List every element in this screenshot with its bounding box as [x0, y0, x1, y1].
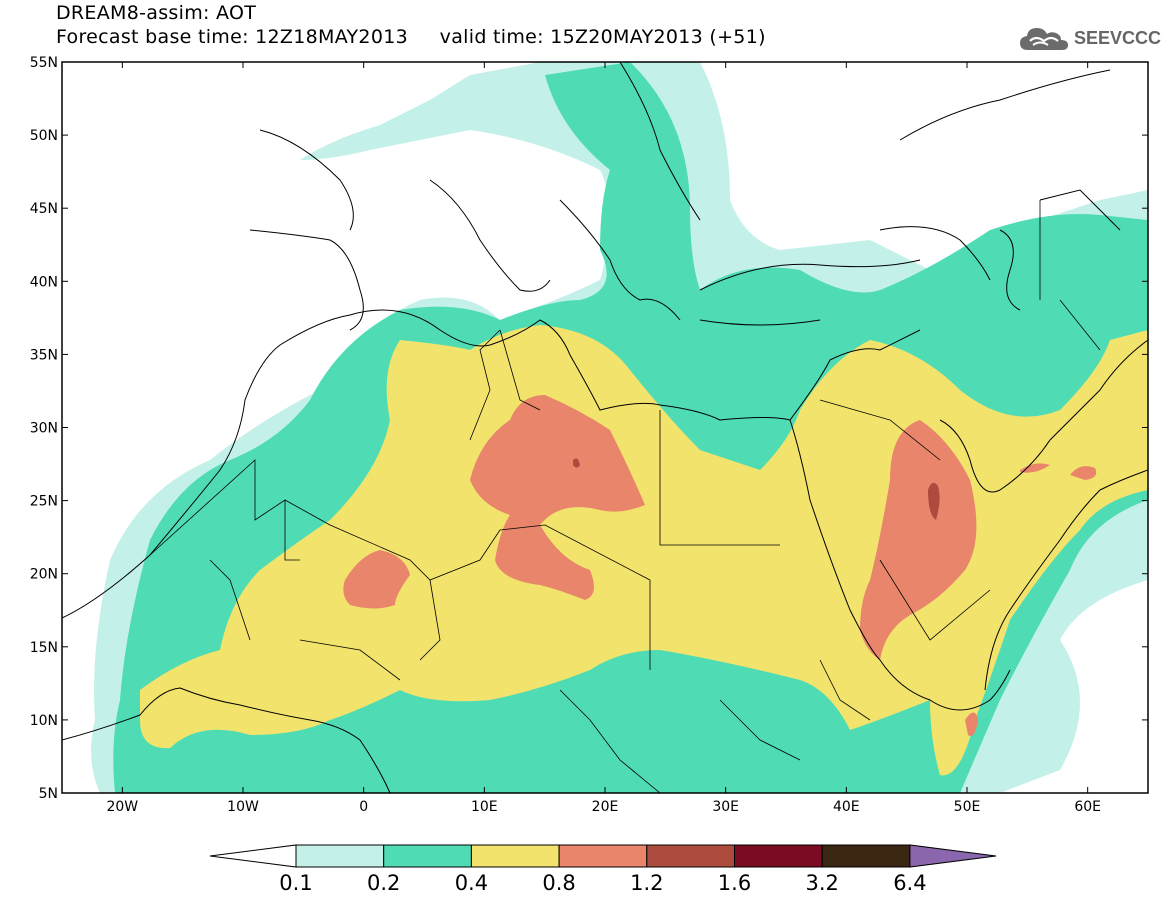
colorbar: 0.1 0.2 0.4 0.8 1.2 1.6 3.2 6.4 — [209, 844, 997, 895]
colorbar-label: 1.6 — [718, 871, 751, 895]
colorbar-label: 6.4 — [893, 871, 926, 895]
colorbar-label: 0.2 — [367, 871, 400, 895]
y-tick-label: 50N — [30, 128, 58, 144]
aot-contour-fields — [62, 62, 1148, 793]
colorbar-label: 1.2 — [630, 871, 663, 895]
colorbar-label: 3.2 — [805, 871, 838, 895]
colorbar-label: 0.1 — [279, 871, 312, 895]
x-tick-label: 20W — [106, 799, 138, 815]
colorbar-under-arrow — [209, 844, 297, 868]
colorbar-segment — [558, 844, 648, 868]
y-tick-label: 55N — [30, 55, 58, 71]
y-tick-label: 40N — [30, 274, 58, 290]
y-tick-label: 15N — [30, 640, 58, 656]
x-tick-label: 40E — [833, 799, 860, 815]
aot-band-1.2 — [928, 482, 940, 520]
aot-band-0.8 — [343, 550, 410, 609]
x-axis: 20W 10W 0 10E 20E 30E 40E 50E 60E — [106, 62, 1101, 815]
colorbar-label: 0.8 — [542, 871, 575, 895]
forecast-time-line: Forecast base time: 12Z18MAY2013 valid t… — [56, 26, 766, 48]
y-tick-label: 5N — [39, 786, 58, 802]
aot-band-0.8 — [965, 712, 978, 736]
colorbar-label: 0.4 — [455, 871, 488, 895]
aot-band-0.8 — [470, 395, 645, 600]
y-axis: 55N 50N 45N 40N 35N 30N 25N 20N 15N 10N 5N — [30, 55, 1148, 802]
y-tick-label: 10N — [30, 713, 58, 729]
x-tick-label: 30E — [712, 799, 739, 815]
aot-band-0.8 — [1020, 463, 1050, 473]
y-tick-label: 25N — [30, 494, 58, 510]
x-tick-label: 20E — [592, 799, 619, 815]
x-tick-label: 10W — [227, 799, 259, 815]
x-tick-label: 0 — [359, 799, 368, 815]
x-tick-label: 60E — [1074, 799, 1101, 815]
y-tick-label: 35N — [30, 347, 58, 363]
logo-text: SEEVCCC — [1074, 27, 1162, 48]
country-borders — [149, 200, 1101, 793]
y-tick-label: 20N — [30, 567, 58, 583]
colorbar-segment — [734, 844, 823, 868]
x-tick-label: 10E — [471, 799, 498, 815]
aot-band-0.8 — [1070, 466, 1097, 480]
y-tick-label: 30N — [30, 421, 58, 437]
colorbar-segment — [470, 844, 560, 868]
map-title: DREAM8-assim: AOT — [56, 2, 257, 24]
colorbar-segment — [295, 844, 385, 868]
seevccc-logo: SEEVCCC — [1018, 24, 1161, 52]
colorbar-over-arrow — [909, 844, 997, 868]
aot-band-1.2 — [573, 458, 580, 468]
y-tick-label: 45N — [30, 201, 58, 217]
colorbar-segment — [383, 844, 472, 868]
cloud-icon — [1020, 28, 1068, 50]
coastlines — [62, 62, 1148, 793]
aot-band-0.8 — [860, 420, 977, 660]
colorbar-segment — [821, 844, 911, 868]
aot-band-0.4 — [140, 325, 1148, 776]
x-tick-label: 50E — [954, 799, 981, 815]
colorbar-segment — [646, 844, 735, 868]
